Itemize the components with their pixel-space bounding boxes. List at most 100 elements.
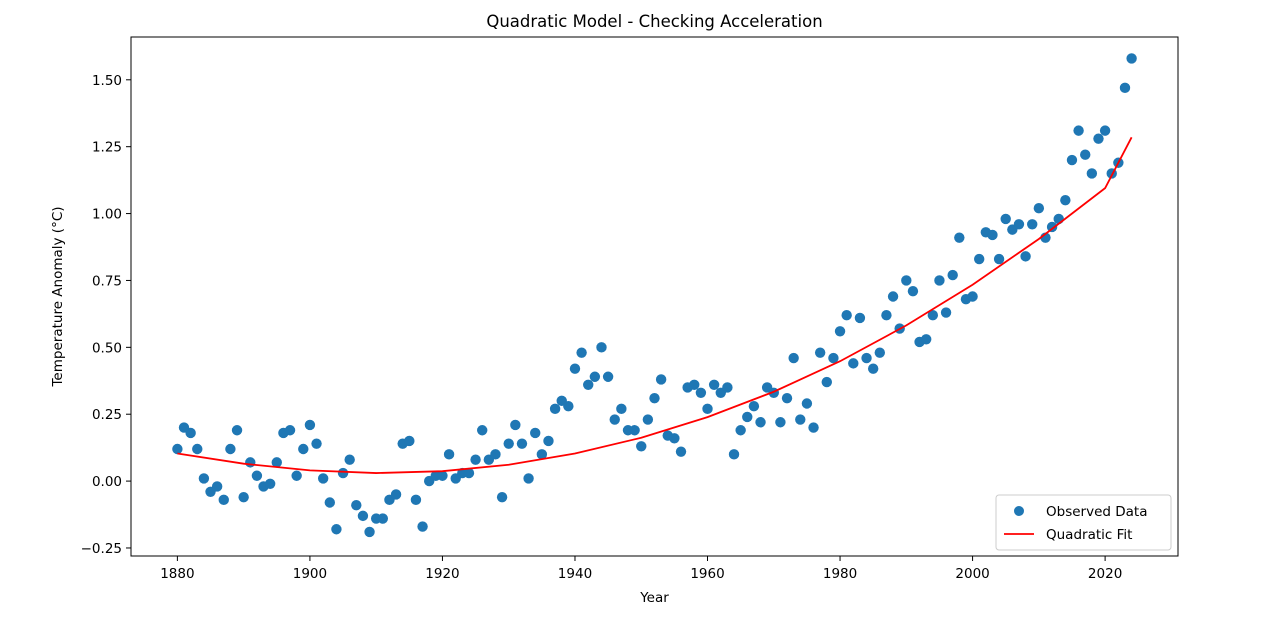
data-point	[510, 419, 521, 431]
data-point	[317, 473, 329, 484]
x-axis-ticks: 1880 1900 1920 1940 1960 1980 2000 2020	[160, 556, 1122, 582]
data-point	[1000, 213, 1011, 225]
data-point	[940, 307, 952, 318]
data-point	[755, 417, 766, 428]
data-point	[563, 400, 574, 412]
data-point	[748, 400, 760, 412]
data-point	[602, 371, 614, 382]
data-point	[702, 403, 713, 415]
data-point	[530, 427, 541, 439]
data-point	[861, 352, 872, 364]
y-tick-label: 1.50	[92, 73, 122, 89]
quadratic-fit-line	[177, 136, 1133, 474]
data-point	[722, 382, 733, 393]
data-point	[629, 425, 640, 436]
data-point	[410, 494, 422, 506]
data-point	[344, 454, 355, 465]
y-axis-ticks: −0.25 0.00 0.25 0.50 0.75 1.00 1.25 1.50	[81, 73, 131, 557]
data-point	[443, 449, 455, 460]
data-point	[470, 454, 481, 465]
data-point	[1020, 251, 1031, 262]
data-point	[284, 425, 296, 436]
data-point	[583, 379, 594, 390]
data-point	[1073, 125, 1084, 136]
x-tick-label: 2000	[955, 566, 989, 582]
scatter-points	[172, 53, 1137, 538]
data-point	[834, 326, 846, 337]
data-point	[576, 347, 587, 358]
data-point	[1126, 53, 1137, 64]
data-point	[596, 342, 607, 353]
data-point	[569, 363, 581, 374]
y-tick-label: 1.25	[92, 140, 122, 156]
data-point	[781, 392, 793, 404]
data-point	[251, 470, 263, 481]
data-point	[496, 491, 508, 503]
data-point	[742, 411, 753, 423]
data-point	[795, 414, 806, 425]
data-point	[920, 334, 932, 345]
x-tick-label: 1920	[425, 566, 459, 582]
data-point	[848, 358, 859, 369]
data-point	[1027, 219, 1038, 230]
x-tick-label: 1960	[690, 566, 724, 582]
data-point	[245, 457, 256, 468]
data-point	[1093, 133, 1104, 144]
data-point	[271, 457, 282, 468]
data-point	[304, 419, 316, 431]
data-point	[231, 425, 243, 436]
data-point	[814, 347, 826, 358]
data-point	[907, 285, 919, 297]
data-point	[934, 275, 945, 286]
data-point	[337, 467, 349, 479]
data-point	[881, 310, 892, 321]
legend-line-label: Quadratic Fit	[1046, 527, 1132, 543]
data-point	[788, 352, 799, 364]
data-point	[198, 473, 210, 484]
data-point	[490, 449, 501, 460]
data-point	[901, 275, 912, 286]
x-tick-label: 1880	[160, 566, 194, 582]
data-point	[1053, 213, 1064, 225]
data-point	[298, 443, 309, 455]
data-point	[801, 398, 813, 409]
legend-scatter-label: Observed Data	[1046, 504, 1147, 520]
data-point	[357, 510, 369, 522]
y-tick-label: 1.00	[92, 207, 122, 223]
y-tick-label: 0.75	[92, 273, 122, 289]
x-tick-label: 1980	[823, 566, 857, 582]
data-point	[1119, 82, 1131, 94]
data-point	[947, 269, 958, 281]
data-point	[218, 494, 229, 506]
data-point	[1033, 203, 1045, 214]
data-point	[675, 446, 687, 457]
data-point	[1013, 219, 1025, 230]
y-tick-label: 0.25	[92, 407, 122, 423]
data-point	[887, 291, 899, 302]
data-point	[1086, 168, 1098, 179]
data-point	[377, 513, 389, 524]
data-point	[589, 371, 601, 382]
data-point	[463, 467, 475, 479]
data-point	[954, 232, 965, 243]
data-point	[821, 376, 832, 388]
data-point	[927, 310, 939, 321]
data-point	[642, 414, 654, 425]
data-point	[516, 438, 528, 449]
data-point	[636, 441, 647, 452]
data-point	[775, 417, 786, 428]
data-point	[351, 499, 362, 511]
data-point	[874, 347, 885, 358]
data-point	[192, 443, 203, 455]
data-point	[536, 449, 548, 460]
data-point	[549, 403, 561, 415]
x-tick-label: 1900	[293, 566, 327, 582]
x-tick-label: 2020	[1088, 566, 1122, 582]
data-point	[728, 449, 740, 460]
chart-title: Quadratic Model - Checking Acceleration	[486, 12, 822, 31]
data-point	[324, 497, 335, 508]
data-point	[238, 491, 249, 503]
legend: Observed Data Quadratic Fit	[995, 494, 1172, 551]
